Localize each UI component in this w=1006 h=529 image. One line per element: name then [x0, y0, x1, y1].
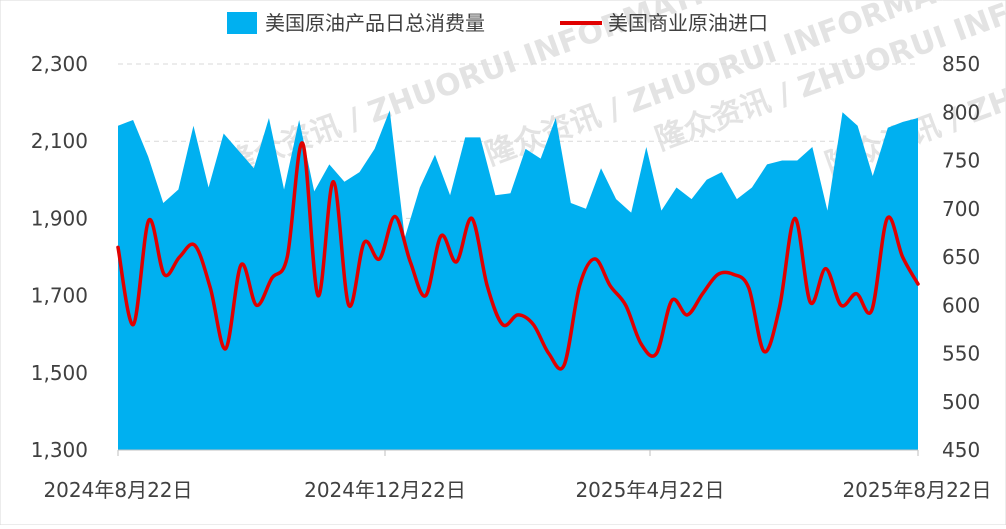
y-left-tick-label: 1,300: [31, 438, 88, 462]
area-series-consumption: [118, 110, 918, 450]
legend: 美国原油产品日总消费量 美国商业原油进口: [227, 11, 768, 35]
x-tick-label: 2025年4月22日: [575, 478, 724, 502]
y-right-tick-label: 650: [942, 245, 980, 269]
y-left-tick-label: 1,500: [31, 361, 88, 385]
y-right-tick-label: 700: [942, 197, 980, 221]
y-right-tick-label: 750: [942, 149, 980, 173]
legend-swatch-consumption: [227, 12, 257, 34]
y-left-tick-label: 2,300: [31, 52, 88, 76]
y-right-tick-label: 800: [942, 100, 980, 124]
y-right-tick-label: 850: [942, 52, 980, 76]
y-left-tick-label: 2,100: [31, 129, 88, 153]
area-series: [118, 110, 918, 450]
x-tick-label: 2024年12月22日: [304, 478, 466, 502]
y-right-tick-label: 600: [942, 293, 980, 317]
y-right-tick-label: 500: [942, 390, 980, 414]
legend-label-imports: 美国商业原油进口: [608, 11, 768, 35]
y-right-tick-label: 450: [942, 438, 980, 462]
y-right-tick-label: 550: [942, 342, 980, 366]
y-left-tick-label: 1,700: [31, 284, 88, 308]
y-left-tick-label: 1,900: [31, 206, 88, 230]
legend-label-consumption: 美国原油产品日总消费量: [265, 11, 485, 35]
line-series-imports: [116, 141, 920, 371]
x-tick-label: 2024年8月22日: [43, 478, 192, 502]
line-series: [116, 141, 920, 371]
x-tick-label: 2025年8月22日: [842, 478, 991, 502]
axes: 1,300 1,500 1,700 1,900 2,100 2,300 450 500 550 6…: [31, 52, 992, 502]
